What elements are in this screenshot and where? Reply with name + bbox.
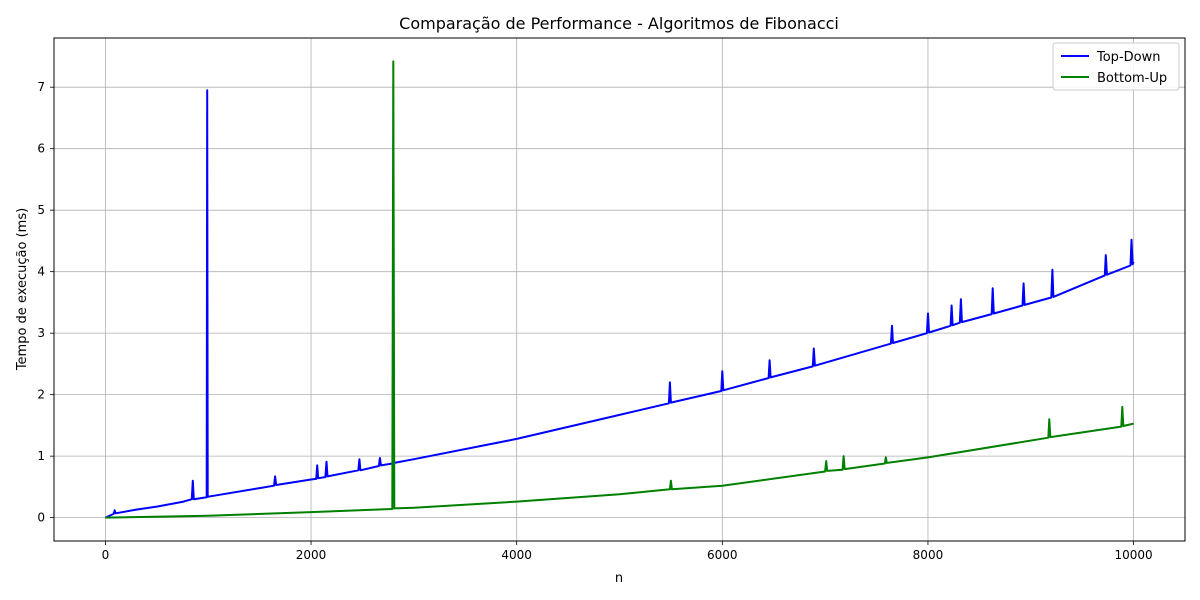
legend-label-top-down: Top-Down <box>1096 50 1160 65</box>
y-tick-label: 6 <box>37 142 45 156</box>
x-tick-label: 10000 <box>1114 548 1152 562</box>
y-axis-label: Tempo de execução (ms) <box>15 208 30 371</box>
legend-label-bottom-up: Bottom-Up <box>1097 71 1167 86</box>
x-tick-label: 2000 <box>296 548 327 562</box>
grid-lines <box>54 38 1185 541</box>
x-tick-label: 8000 <box>913 548 944 562</box>
y-tick-label: 3 <box>37 326 45 340</box>
x-tick-label: 6000 <box>707 548 738 562</box>
series-line-top-down <box>104 89 1135 519</box>
legend-box <box>1052 42 1180 91</box>
x-tick-label: 0 <box>102 548 110 562</box>
series-layer <box>104 60 1135 519</box>
y-axis-ticks: 0 1 2 3 4 5 6 7 <box>37 80 54 525</box>
chart-title: Comparação de Performance - Algoritmos d… <box>399 14 839 33</box>
y-tick-label: 7 <box>37 80 45 94</box>
y-tick-label: 5 <box>37 203 45 217</box>
x-tick-label: 4000 <box>501 548 532 562</box>
y-tick-label: 4 <box>37 265 45 279</box>
y-tick-label: 0 <box>37 511 45 525</box>
y-tick-label: 1 <box>37 449 45 463</box>
x-axis-label: n <box>615 571 623 586</box>
plot-area-frame <box>53 37 1186 542</box>
y-tick-label: 2 <box>37 388 45 402</box>
series-line-bottom-up <box>105 60 1134 519</box>
legend: Top-Down Bottom-Up <box>1052 42 1180 91</box>
x-axis-ticks: 0 2000 4000 6000 8000 10000 <box>102 541 1153 562</box>
